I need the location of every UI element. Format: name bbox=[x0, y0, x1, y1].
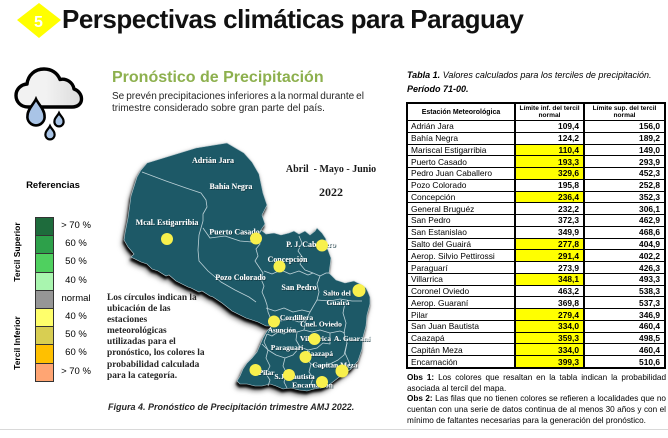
svg-text:Pilar: Pilar bbox=[259, 368, 275, 377]
svg-text:Salto del: Salto del bbox=[323, 289, 351, 298]
svg-text:San Pedro: San Pedro bbox=[281, 283, 316, 292]
svg-text:Encarnación: Encarnación bbox=[292, 381, 334, 390]
svg-text:Pozo Colorado: Pozo Colorado bbox=[215, 273, 265, 282]
svg-text:5: 5 bbox=[34, 14, 43, 31]
svg-text:Caazapá: Caazapá bbox=[305, 349, 333, 358]
svg-text:Asunción: Asunción bbox=[268, 327, 296, 335]
svg-text:P. J. Caballero: P. J. Caballero bbox=[286, 240, 336, 249]
svg-text:A. Guaraní: A. Guaraní bbox=[334, 334, 371, 343]
svg-text:Adrián Jara: Adrián Jara bbox=[192, 156, 234, 165]
svg-text:Paraguarí: Paraguarí bbox=[271, 343, 304, 352]
svg-text:Bahía Negra: Bahía Negra bbox=[210, 182, 253, 191]
svg-text:Concepción: Concepción bbox=[268, 255, 309, 264]
svg-text:Cordillera: Cordillera bbox=[280, 313, 314, 322]
svg-text:Mcal. Estigarribia: Mcal. Estigarribia bbox=[136, 218, 199, 227]
svg-text:Cnel. Oviedo: Cnel. Oviedo bbox=[300, 320, 342, 329]
svg-text:Guairá: Guairá bbox=[327, 298, 350, 307]
svg-text:Puerto Casado: Puerto Casado bbox=[209, 228, 259, 237]
svg-text:Capitán Meza: Capitán Meza bbox=[312, 361, 357, 370]
